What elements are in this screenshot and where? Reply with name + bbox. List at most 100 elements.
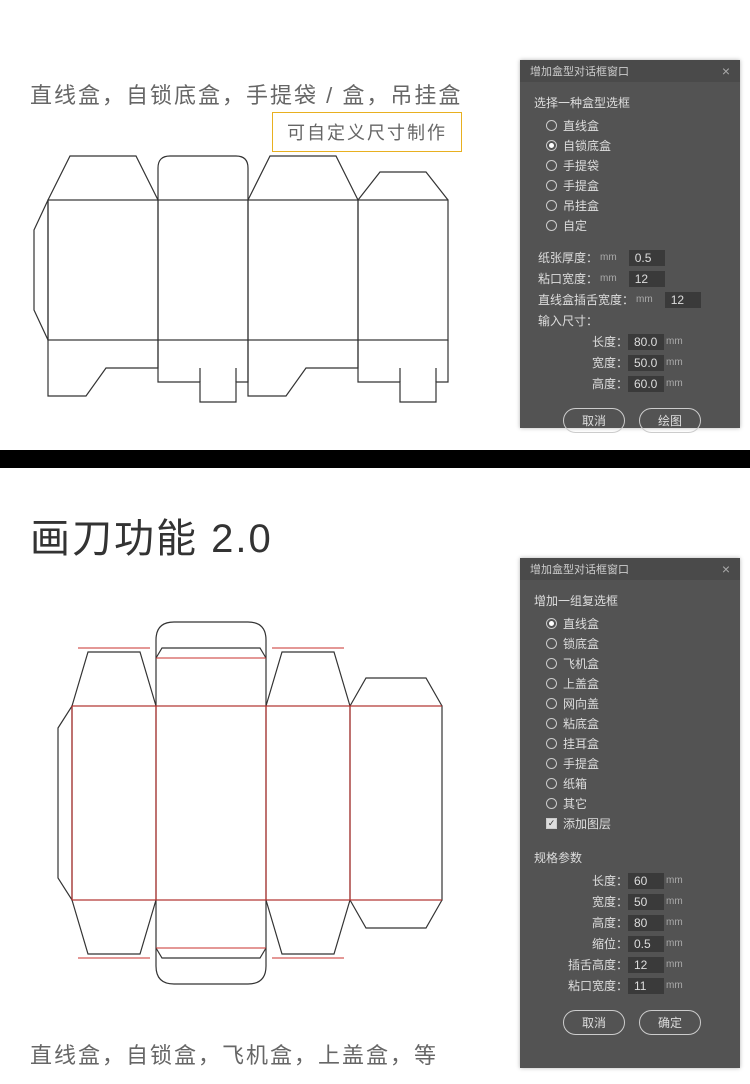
option-label: 飞机盒 <box>563 655 599 672</box>
d2-size-row-4: 插舌高度： 12 mm <box>538 956 726 973</box>
param-label: 插舌高度： <box>538 956 628 973</box>
d2-option-6[interactable]: 挂耳盒 <box>546 735 726 752</box>
callout-customsize: 可自定义尺寸制作 <box>272 112 462 152</box>
d1-option-0[interactable]: 直线盒 <box>546 117 726 134</box>
option-label: 粘底盒 <box>563 715 599 732</box>
size-input-label: 输入尺寸： <box>538 312 598 329</box>
param-unit: mm <box>666 959 683 970</box>
dialog1-body: 选择一种盒型选框 直线盒 自锁底盒 手提袋 手提盒 吊挂盒 自定 <box>520 82 740 445</box>
d2-size-row-0: 长度： 60 mm <box>538 872 726 889</box>
section1-heading: 直线盒，自锁底盒，手提袋 / 盒，吊挂盒 <box>30 78 462 110</box>
radio-icon <box>546 758 557 769</box>
radio-icon <box>546 658 557 669</box>
d1-size-row-2: 高度： 60.0 mm <box>538 375 726 392</box>
param-unit: mm <box>600 252 617 263</box>
d1-param-0: 纸张厚度： mm 0.5 <box>538 249 726 266</box>
param-label: 高度： <box>538 914 628 931</box>
d1-option-1[interactable]: 自锁底盒 <box>546 137 726 154</box>
option-label: 自定 <box>563 217 587 234</box>
param-unit: mm <box>666 357 683 368</box>
dieline-diagram-1 <box>30 150 485 410</box>
d2-option-8[interactable]: 纸箱 <box>546 775 726 792</box>
d2-option-2[interactable]: 飞机盒 <box>546 655 726 672</box>
option-label: 手提盒 <box>563 177 599 194</box>
dialog1-title: 增加盒型对话框窗口 <box>530 63 629 79</box>
dialog1-titlebar: 增加盒型对话框窗口 × <box>520 60 740 82</box>
param-value-input[interactable]: 80.0 <box>628 334 664 350</box>
confirm-button[interactable]: 确定 <box>639 1010 701 1035</box>
radio-icon <box>546 618 557 629</box>
param-value-input[interactable]: 60.0 <box>628 376 664 392</box>
param-value-input[interactable]: 50.0 <box>628 355 664 371</box>
close-icon[interactable]: × <box>718 561 734 577</box>
d1-size-row-1: 宽度： 50.0 mm <box>538 354 726 371</box>
param-unit: mm <box>666 896 683 907</box>
param-value-input[interactable]: 50 <box>628 894 664 910</box>
param-unit: mm <box>666 336 683 347</box>
dialog2-titlebar: 增加盒型对话框窗口 × <box>520 558 740 580</box>
param-label: 宽度： <box>538 893 628 910</box>
d2-size-row-3: 缩位： 0.5 mm <box>538 935 726 952</box>
option-label: 上盖盒 <box>563 675 599 692</box>
param-value-input[interactable]: 80 <box>628 915 664 931</box>
option-label: 挂耳盒 <box>563 735 599 752</box>
draw-button[interactable]: 绘图 <box>639 408 701 433</box>
radio-icon <box>546 160 557 171</box>
param-unit: mm <box>666 980 683 991</box>
d1-option-5[interactable]: 自定 <box>546 217 726 234</box>
param-value-input[interactable]: 12 <box>665 292 701 308</box>
d2-option-7[interactable]: 手提盒 <box>546 755 726 772</box>
radio-icon <box>546 638 557 649</box>
param-label: 缩位： <box>538 935 628 952</box>
d2-option-3[interactable]: 上盖盒 <box>546 675 726 692</box>
option-label: 锁底盒 <box>563 635 599 652</box>
dialog2-body: 增加一组复选框 直线盒 锁底盒 飞机盒 上盖盒 网向盖 粘底盒 挂耳盒 <box>520 580 740 1047</box>
d1-option-4[interactable]: 吊挂盒 <box>546 197 726 214</box>
radio-icon <box>546 798 557 809</box>
add-layer-checkbox[interactable]: ✓ 添加图层 <box>546 815 726 832</box>
option-label: 手提盒 <box>563 755 599 772</box>
param-label: 纸张厚度： <box>538 249 598 266</box>
param-label: 长度： <box>538 333 628 350</box>
radio-icon <box>546 778 557 789</box>
box-type-dialog-2: 增加盒型对话框窗口 × 增加一组复选框 直线盒 锁底盒 飞机盒 上盖盒 网向盖 <box>520 558 740 1068</box>
dieline-diagram-2 <box>50 588 450 1018</box>
checkbox-icon: ✓ <box>546 818 557 829</box>
section2-caption: 直线盒，自锁盒，飞机盒，上盖盒，等 <box>30 1038 438 1070</box>
param-value-input[interactable]: 0.5 <box>629 250 665 266</box>
d1-option-2[interactable]: 手提袋 <box>546 157 726 174</box>
param-value-input[interactable]: 60 <box>628 873 664 889</box>
option-label: 其它 <box>563 795 587 812</box>
section-divider <box>0 450 750 468</box>
section-1: 直线盒，自锁底盒，手提袋 / 盒，吊挂盒 可自定义尺寸制作 <box>0 0 750 450</box>
param-unit: mm <box>600 273 617 284</box>
d2-option-9[interactable]: 其它 <box>546 795 726 812</box>
param-value-input[interactable]: 12 <box>628 957 664 973</box>
param-value-input[interactable]: 11 <box>628 978 664 994</box>
d2-option-4[interactable]: 网向盖 <box>546 695 726 712</box>
d2-size-row-5: 粘口宽度： 11 mm <box>538 977 726 994</box>
d2-option-1[interactable]: 锁底盒 <box>546 635 726 652</box>
checkbox-label: 添加图层 <box>563 815 611 832</box>
close-icon[interactable]: × <box>718 63 734 79</box>
cancel-button[interactable]: 取消 <box>563 408 625 433</box>
param-value-input[interactable]: 0.5 <box>628 936 664 952</box>
cancel-button[interactable]: 取消 <box>563 1010 625 1035</box>
option-label: 直线盒 <box>563 615 599 632</box>
param-value-input[interactable]: 12 <box>629 271 665 287</box>
option-label: 手提袋 <box>563 157 599 174</box>
param-label: 粘口宽度： <box>538 977 628 994</box>
radio-icon <box>546 678 557 689</box>
param-label: 直线盒插舌宽度： <box>538 291 634 308</box>
section-2: 画刀功能 2.0 <box>0 468 750 1084</box>
option-label: 直线盒 <box>563 117 599 134</box>
d1-option-3[interactable]: 手提盒 <box>546 177 726 194</box>
d2-size-row-1: 宽度： 50 mm <box>538 893 726 910</box>
d2-option-0[interactable]: 直线盒 <box>546 615 726 632</box>
dialog1-group-label: 选择一种盒型选框 <box>534 94 726 111</box>
option-label: 网向盖 <box>563 695 599 712</box>
radio-icon <box>546 200 557 211</box>
param-label: 粘口宽度： <box>538 270 598 287</box>
radio-icon <box>546 140 557 151</box>
d2-option-5[interactable]: 粘底盒 <box>546 715 726 732</box>
